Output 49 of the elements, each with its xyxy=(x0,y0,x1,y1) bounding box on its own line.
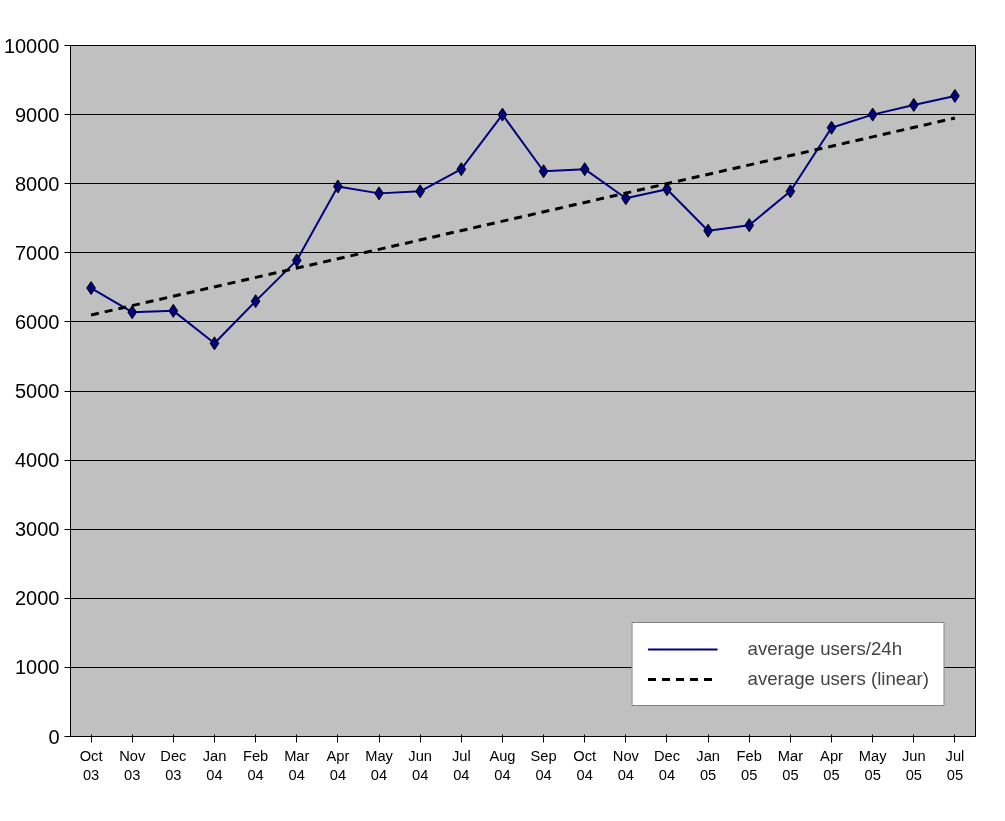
x-tick-label: Feb 04 xyxy=(242,747,269,783)
x-tick-label: Apr 05 xyxy=(820,747,844,783)
point xyxy=(497,107,508,122)
point xyxy=(579,162,590,177)
x-tick-label: Jan 04 xyxy=(202,747,227,783)
point xyxy=(538,164,549,179)
x-tick-label: Aug 04 xyxy=(489,747,516,783)
y-tick-label: 8000 xyxy=(15,172,60,195)
x-tick-label: Dec 03 xyxy=(160,747,187,783)
y-tick-label: 7000 xyxy=(15,241,60,264)
y-tick-label: 6000 xyxy=(15,310,60,333)
point xyxy=(168,303,179,318)
legend-label: average users (linear) xyxy=(747,668,929,690)
point xyxy=(250,294,261,309)
x-tick-label: Mar 04 xyxy=(284,747,310,783)
y-tick-label: 4000 xyxy=(15,449,60,472)
x-tick-label: Oct 04 xyxy=(573,747,597,783)
point xyxy=(867,107,878,122)
point xyxy=(908,97,919,112)
x-tick-label: Dec 04 xyxy=(653,747,681,783)
x-tick-label: Apr 04 xyxy=(326,747,350,783)
x-tick-label: Feb 05 xyxy=(736,747,762,783)
x-tick-label: Nov 04 xyxy=(612,747,640,783)
y-tick-label: 3000 xyxy=(15,518,60,541)
x-tick-label: Jul 04 xyxy=(451,747,471,783)
point xyxy=(456,162,467,177)
x-tick-label: Jul 05 xyxy=(945,747,965,783)
x-tick-label: Oct 03 xyxy=(79,747,103,783)
x-tick-label: May 05 xyxy=(858,747,888,783)
y-tick-label: 2000 xyxy=(15,587,60,610)
point xyxy=(744,218,755,233)
x-tick-label: Jan 05 xyxy=(696,747,720,783)
point xyxy=(291,253,302,268)
point xyxy=(826,120,837,135)
x-tick-label: Jun 04 xyxy=(408,747,432,783)
point xyxy=(127,305,138,320)
y-tick-label: 9000 xyxy=(15,103,60,126)
point xyxy=(209,336,220,351)
x-tick-label: Sep 04 xyxy=(530,747,557,783)
y-tick-label: 0 xyxy=(48,725,60,748)
x-tick-label: May 04 xyxy=(365,747,394,783)
x-tick-label: Nov 03 xyxy=(119,747,146,783)
legend-label: average users/24h xyxy=(747,638,903,660)
x-tick-label: Jun 05 xyxy=(901,747,926,783)
x-tick-label: Mar 05 xyxy=(777,747,804,783)
y-tick-label: 10000 xyxy=(3,34,60,57)
y-tick-label: 5000 xyxy=(15,380,60,402)
point xyxy=(785,184,796,199)
y-tick-label: 1000 xyxy=(15,656,60,679)
